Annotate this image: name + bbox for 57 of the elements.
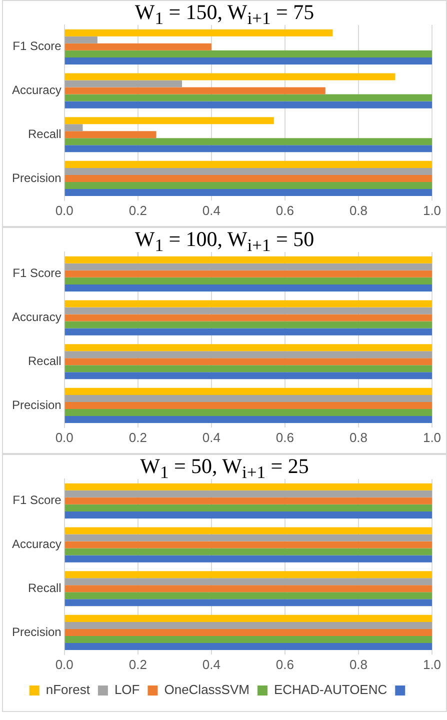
x-tick-label: 0.6: [276, 202, 294, 218]
x-tick-label: 0.0: [55, 202, 74, 218]
bar: [64, 168, 432, 175]
chart-title: W$_{1}$ = 100, W$_{i+1}$ = 50: [134, 227, 316, 256]
y-tick-label: F1 Score: [12, 266, 62, 280]
y-tick-label: F1 Score: [12, 39, 62, 54]
x-tick-label: 0.2: [128, 656, 147, 672]
x-tick-label: 1.0: [422, 202, 442, 218]
bar: [64, 101, 432, 108]
bar: [64, 36, 98, 44]
bar: [64, 29, 333, 36]
x-tick-label: 0.2: [128, 202, 147, 218]
bar: [64, 87, 326, 94]
bar: [64, 94, 432, 102]
bar: [64, 138, 432, 146]
legend-label: LOF: [114, 682, 140, 698]
y-tick-label: Recall: [28, 126, 62, 141]
bar: [64, 50, 432, 58]
y-tick-label: Precision: [12, 624, 62, 639]
y-tick-label: Precision: [12, 170, 62, 185]
bar: [64, 174, 432, 182]
x-tick-label: 0.2: [128, 430, 147, 445]
bar: [64, 73, 396, 80]
bar: [64, 43, 212, 50]
x-tick-label: 0.8: [349, 430, 368, 445]
x-tick-label: 0.0: [55, 656, 74, 672]
y-tick-label: Recall: [28, 354, 62, 368]
x-tick-label: 1.0: [422, 430, 442, 445]
bar: [64, 189, 432, 196]
y-tick-label: Accuracy: [12, 537, 62, 552]
chart-title: W$_{1}$ = 150, W$_{i+1}$ = 75: [134, 0, 316, 30]
y-tick-label: F1 Score: [12, 493, 62, 508]
bar: [64, 145, 432, 152]
x-tick-label: 0.0: [55, 430, 74, 445]
bar: [64, 182, 432, 189]
y-tick-label: Recall: [28, 580, 62, 595]
legend-label: ECHAD-AUTOENC: [274, 682, 388, 698]
y-tick-label: Accuracy: [12, 83, 62, 98]
y-tick-label: Precision: [12, 398, 62, 412]
x-tick-label: 0.6: [276, 656, 294, 672]
legend-label: nForest: [46, 682, 90, 698]
x-tick-label: 0.4: [202, 656, 220, 672]
x-tick-label: 0.8: [349, 202, 368, 218]
bar: [64, 160, 432, 168]
x-tick-label: 0.4: [202, 430, 220, 445]
bar: [64, 124, 83, 132]
x-tick-label: 0.8: [349, 656, 368, 672]
legend-label: OneClassSVM: [164, 682, 250, 698]
bar: [64, 131, 156, 138]
y-tick-label: Accuracy: [12, 310, 62, 324]
bar: [64, 57, 432, 64]
bar: [64, 80, 182, 88]
bar: [64, 117, 274, 124]
x-tick-label: 1.0: [422, 656, 442, 672]
x-tick-label: 0.6: [276, 430, 294, 445]
chart-title: W$_{1}$ = 50, W$_{i+1}$ = 25: [139, 454, 310, 484]
x-tick-label: 0.4: [202, 202, 220, 218]
